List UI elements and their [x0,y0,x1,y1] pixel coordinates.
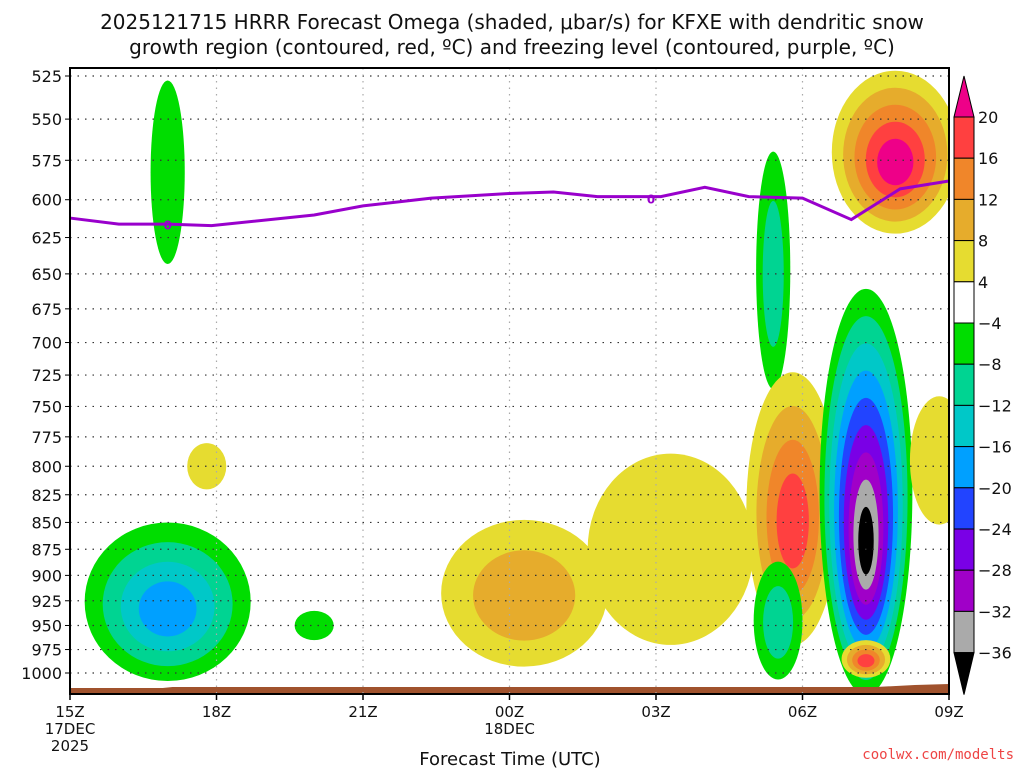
colorbar-tick-label: −12 [978,396,1012,415]
y-tick-label: 725 [31,366,62,385]
omega-contour-ascent-05z-band-1 [762,200,784,347]
omega-contour-upper-green-streak-17z-band-0 [150,80,185,265]
plot-area: 00 [69,67,950,695]
y-tick-label: 575 [31,151,62,170]
colorbar-tick-label: −16 [978,438,1012,457]
colorbar-arrow-up [953,75,975,118]
omega-contour-strong-descent-06z-band-3 [776,473,809,569]
colorbar-tick-label: 4 [978,273,988,292]
y-tick-label: 950 [31,616,62,635]
colorbar-box [953,363,975,406]
colorbar-tick-label: −32 [978,602,1012,621]
colorbar: 20 16 12 8 4 −4 −8 −12 −16 −20 −24 −28 −32 −36 [953,75,1012,695]
x-tick-label: 09Z [934,703,963,721]
colorbar-box [953,322,975,365]
x-axis-label: Forecast Time (UTC) [419,749,600,768]
colorbar-tick-label: −24 [978,520,1012,539]
colorbar-tick-label: −20 [978,479,1012,498]
colorbar-box [953,198,975,242]
y-tick-label: 700 [31,334,62,353]
colorbar-box [953,569,975,612]
surface-terrain [70,684,949,694]
omega-contour-right-edge-descent-09z-band-0 [909,396,949,525]
x-tick-label: 00Z [495,703,524,721]
freezing-level-contour: 00 [69,179,950,233]
colorbar-tick-label: 20 [978,108,998,127]
y-axis: 525 550 575 600 625 650 675 700 725 750 775 800 825 8… [21,67,70,683]
colorbar-box [953,528,975,571]
colorbar-box [953,404,975,448]
y-tick-label: 925 [31,592,62,611]
colorbar-box [953,610,975,654]
colorbar-tick-label: 16 [978,149,998,168]
colorbar-tick-label: 12 [978,190,998,209]
x-tick-label: 15Z [55,703,84,721]
chart-title: 2025121715 HRRR Forecast Omega (shaded, … [100,10,924,59]
freezing-level-label: 0 [163,219,171,233]
colorbar-arrow-down [953,652,975,695]
x-tick-label: 03Z [641,703,670,721]
colorbar-tick-label: −36 [978,644,1012,663]
title-line-2: growth region (contoured, red, ºC) and f… [129,35,895,59]
colorbar-box [953,281,975,324]
x-tick-label: 21Z [348,703,377,721]
colorbar-tick-label: −8 [978,355,1002,374]
colorbar-box [953,240,975,283]
y-tick-label: 650 [31,265,62,284]
x-tick-label: 2025 [51,737,89,755]
omega-contour-near-surface-descent-07z-band-3 [857,654,875,668]
omega-contour-descent-00z-band-1 [473,550,576,641]
freezing-level-label: 0 [647,193,655,207]
omega-contour-low-level-ascent-17z-band-3 [138,581,197,637]
colorbar-tick-label: 8 [978,232,988,251]
y-tick-label: 825 [31,486,62,505]
y-tick-label: 525 [31,67,62,86]
y-tick-label: 900 [31,566,62,585]
y-tick-label: 975 [31,641,62,660]
colorbar-box [953,157,975,200]
y-tick-label: 850 [31,513,62,532]
x-tick-label: 06Z [788,703,817,721]
y-tick-label: 675 [31,300,62,319]
terrain-fill [70,684,949,694]
colorbar-box [953,487,975,530]
omega-contour-low-ascent-05z-band-1 [763,586,794,659]
colorbar-box [953,446,975,489]
omega-shading [84,70,949,694]
grid-lines [70,68,949,694]
y-tick-label: 600 [31,191,62,210]
y-tick-label: 875 [31,540,62,559]
colorbar-tick-label: −28 [978,561,1012,580]
colorbar-tick-label: −4 [978,314,1002,333]
title-line-1: 2025121715 HRRR Forecast Omega (shaded, … [100,10,924,34]
y-tick-label: 800 [31,457,62,476]
freezing-level-line [69,179,950,228]
y-tick-label: 775 [31,428,62,447]
omega-contour-small-ascent-20z-band-0 [294,610,334,641]
x-tick-label: 18Z [202,703,231,721]
colorbar-box [953,116,975,159]
omega-contour-strong-ascent-07z-band-8 [858,506,874,575]
credit-text[interactable]: coolwx.com/modelts [862,747,1014,763]
x-tick-label: 17DEC [45,720,96,738]
x-tick-label: 18DEC [484,720,535,738]
y-tick-label: 550 [31,110,62,129]
y-tick-label: 1000 [21,664,62,683]
omega-contour-upper-descent-08z-band-4 [877,138,914,186]
y-tick-label: 750 [31,397,62,416]
y-tick-label: 625 [31,229,62,248]
